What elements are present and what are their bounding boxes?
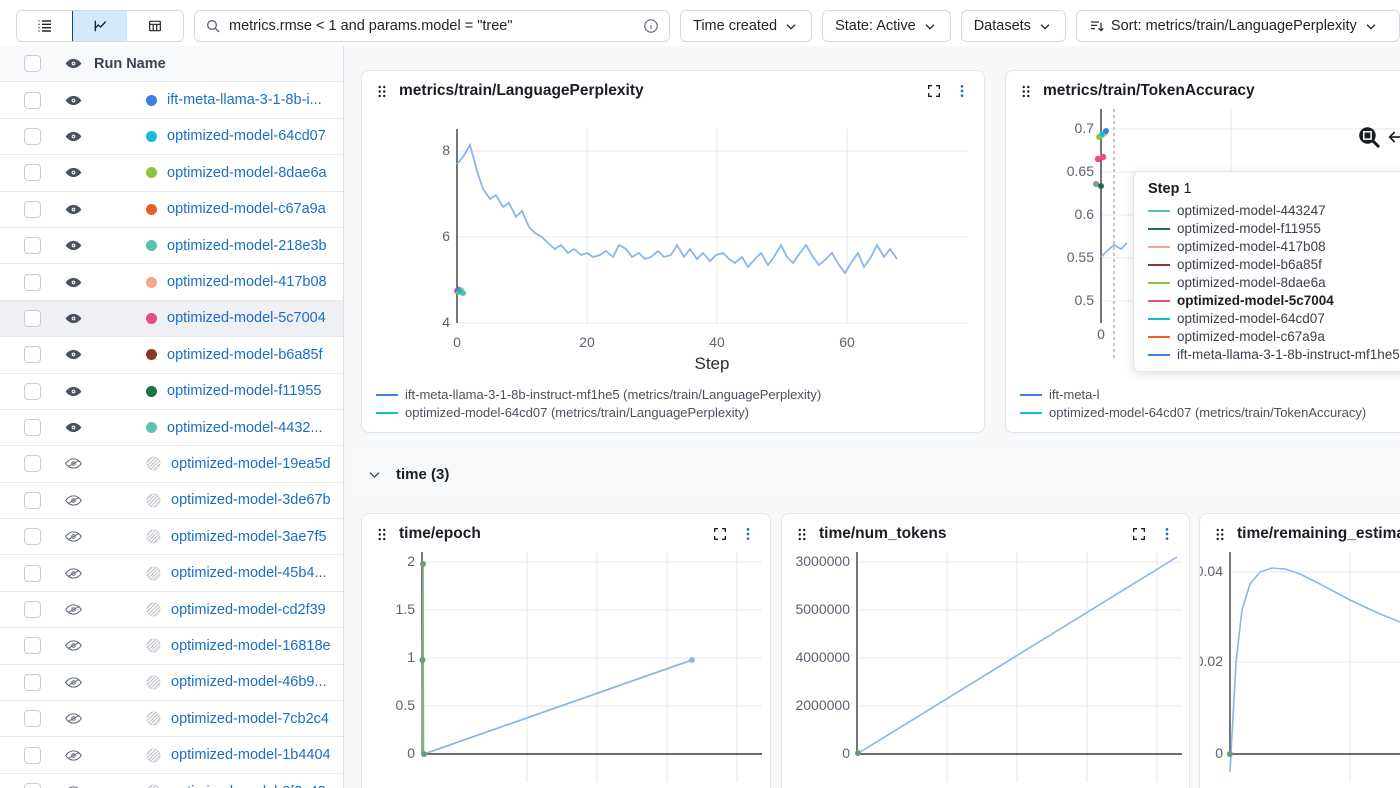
svg-text:0: 0 (842, 745, 850, 761)
svg-text:0.65: 0.65 (1067, 163, 1094, 179)
svg-text:40: 40 (709, 334, 725, 350)
svg-text:Step: Step (695, 354, 730, 373)
svg-text:1.5: 1.5 (396, 601, 416, 617)
svg-text:0.5: 0.5 (396, 697, 416, 713)
svg-text:0.04: 0.04 (1200, 563, 1223, 579)
svg-text:0: 0 (1215, 745, 1223, 761)
svg-text:0: 0 (407, 745, 415, 761)
svg-text:8: 8 (442, 142, 450, 158)
svg-text:0.6: 0.6 (1075, 206, 1095, 222)
svg-text:60: 60 (839, 334, 855, 350)
svg-text:2000000: 2000000 (795, 697, 850, 713)
svg-text:0: 0 (1097, 326, 1105, 342)
svg-text:4000000: 4000000 (795, 649, 850, 665)
svg-text:0.5: 0.5 (1075, 292, 1095, 308)
svg-text:20: 20 (579, 334, 595, 350)
svg-text:6: 6 (442, 228, 450, 244)
svg-text:0: 0 (453, 334, 461, 350)
svg-text:0.55: 0.55 (1067, 249, 1094, 265)
svg-text:2: 2 (407, 553, 415, 569)
svg-text:1: 1 (407, 649, 415, 665)
svg-text:4: 4 (442, 314, 450, 330)
svg-text:0.7: 0.7 (1075, 120, 1095, 136)
svg-text:5000000: 5000000 (795, 601, 850, 617)
svg-text:3000000: 3000000 (795, 553, 850, 569)
svg-text:0.02: 0.02 (1200, 653, 1223, 669)
